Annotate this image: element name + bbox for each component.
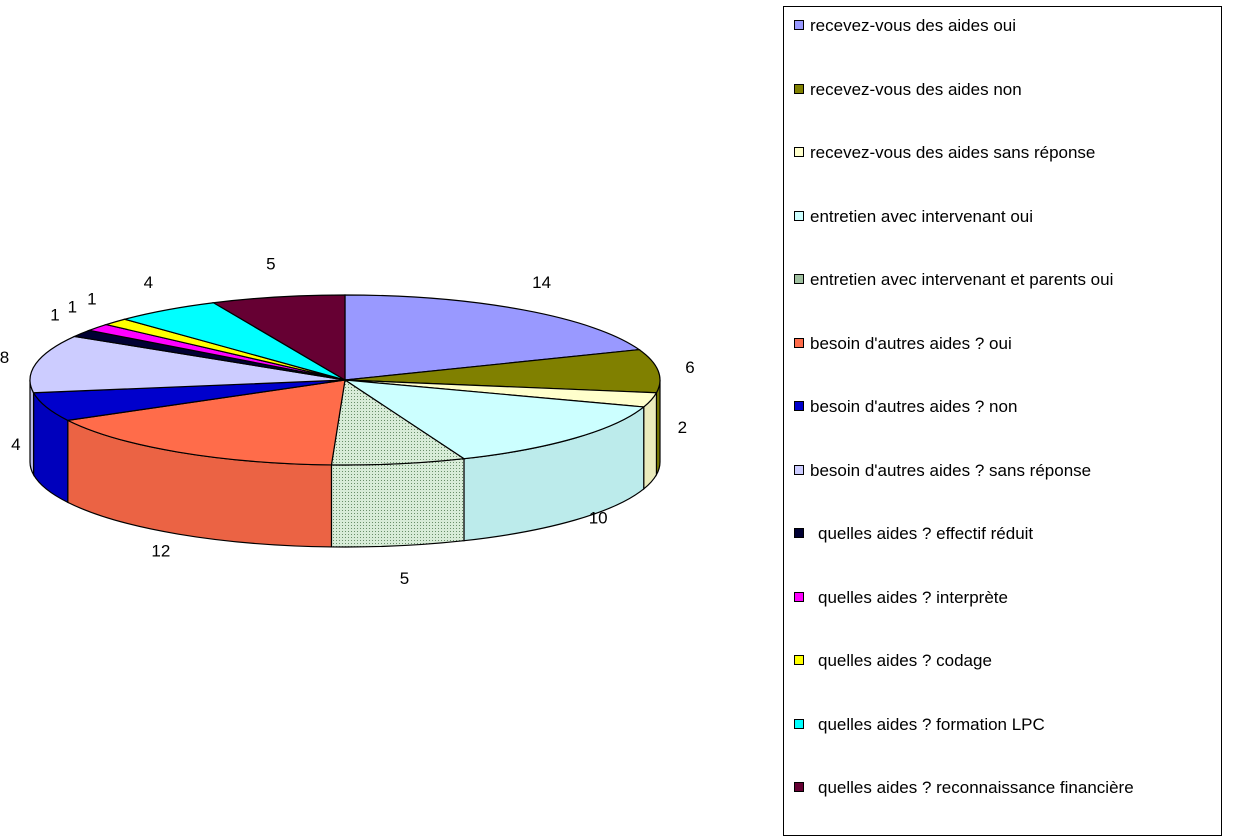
legend-item: recevez-vous des aides non <box>794 79 1215 101</box>
legend-swatch <box>794 718 804 729</box>
pie-slice-side <box>29 379 35 478</box>
legend-swatch <box>794 210 804 221</box>
legend-label: quelles aides ? reconnaissance financièr… <box>818 778 1134 797</box>
legend-swatch <box>794 337 804 348</box>
legend-item: quelles aides ? reconnaissance financièr… <box>794 777 1215 799</box>
chart-legend: recevez-vous des aides oui recevez-vous d… <box>783 6 1222 836</box>
legend-label: besoin d'autres aides ? oui <box>810 333 1012 353</box>
pie-slice-side <box>643 390 658 491</box>
data-label: 1 <box>87 290 96 309</box>
legend-item: quelles aides ? formation LPC <box>794 714 1215 736</box>
pie-slice <box>211 294 346 382</box>
legend-label: quelles aides ? effectif réduit <box>818 524 1034 543</box>
data-label: 5 <box>400 569 409 588</box>
legend-swatch <box>794 147 804 157</box>
legend-label: recevez-vous des aides non <box>810 79 1022 99</box>
data-label: 5 <box>266 255 275 274</box>
legend-swatch <box>794 401 804 411</box>
legend-item: quelles aides ? codage <box>794 650 1215 672</box>
legend-item: quelles aides ? effectif réduit <box>794 523 1215 545</box>
pie-slice <box>344 348 661 394</box>
legend-label: besoin d'autres aides ? non <box>810 397 1018 416</box>
data-label: 6 <box>685 358 694 377</box>
legend-item: quelles aides ? interprète <box>794 587 1215 609</box>
data-label: 12 <box>151 541 170 560</box>
legend-label: quelles aides ? codage <box>818 651 992 670</box>
legend-swatch <box>794 274 804 284</box>
legend-swatch <box>794 528 804 538</box>
legend-label: entretien avec intervenant oui <box>810 206 1034 226</box>
legend-swatch <box>794 782 804 792</box>
data-label: 1 <box>68 297 77 316</box>
legend-item: besoin d'autres aides ? oui <box>794 333 1215 355</box>
pie-side-layer <box>29 379 661 548</box>
legend-swatch <box>794 591 804 602</box>
legend-label: quelles aides ? formation LPC <box>818 714 1045 734</box>
legend-label: recevez-vous des aides oui <box>810 16 1017 35</box>
legend-item: recevez-vous des aides oui <box>794 15 1215 37</box>
legend-label: quelles aides ? interprète <box>818 587 1008 607</box>
pie-slice <box>344 379 646 460</box>
pie-top-layer <box>29 294 661 466</box>
data-label: 1 <box>50 306 59 325</box>
data-label: 2 <box>678 418 687 437</box>
legend-label: recevez-vous des aides sans réponse <box>810 143 1096 162</box>
data-label: 4 <box>144 273 153 292</box>
pie-slice <box>29 335 346 394</box>
data-label: 4 <box>11 435 20 454</box>
legend-swatch <box>794 83 804 94</box>
pie-slice <box>65 379 346 466</box>
pie-slice <box>344 294 641 381</box>
legend-swatch <box>794 20 804 30</box>
legend-item: entretien avec intervenant oui <box>794 206 1215 228</box>
pie-slice-side <box>330 458 465 548</box>
legend-label: besoin d'autres aides ? sans réponse <box>810 460 1092 480</box>
data-label: 14 <box>532 273 551 292</box>
legend-label: entretien avec intervenant et parents ou… <box>810 270 1114 289</box>
legend-swatch <box>794 655 804 665</box>
legend-item: besoin d'autres aides ? sans réponse <box>794 460 1215 482</box>
data-label: 10 <box>589 508 608 527</box>
legend-swatch <box>794 464 804 475</box>
legend-item: besoin d'autres aides ? non <box>794 396 1215 418</box>
pie-chart: 14 6 2 10 5 12 4 8 1 1 1 4 5 <box>0 255 695 588</box>
legend-item: recevez-vous des aides sans réponse <box>794 142 1215 164</box>
pie-slice <box>330 378 466 466</box>
legend-item: entretien avec intervenant et parents ou… <box>794 269 1215 291</box>
data-label: 8 <box>0 348 9 367</box>
